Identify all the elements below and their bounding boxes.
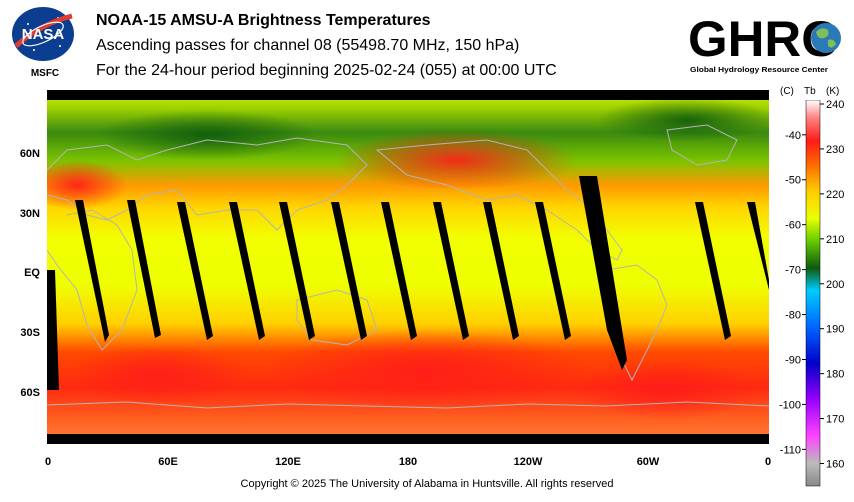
lat-label-60n: 60N: [19, 148, 40, 160]
lon-label-60e: 60E: [158, 456, 178, 468]
nasa-logo-text: NASA: [22, 26, 65, 43]
celsius-tick-label: -40: [785, 130, 801, 142]
temperature-colorbar: 240 230 220 210 200 190 180 170 160 -40 -50 -60 -70 -…: [779, 100, 844, 487]
lon-label-120w: 120W: [513, 456, 543, 468]
colorbar-header-kelvin: (K): [826, 86, 840, 97]
data-gaps: [47, 176, 769, 390]
lat-label-60s: 60S: [20, 387, 40, 399]
kelvin-tick-label: 230: [826, 144, 844, 156]
kelvin-tick-label: 160: [826, 459, 844, 471]
lon-label-180: 180: [398, 456, 418, 468]
kelvin-tick-label: 210: [826, 234, 844, 246]
sun-direction-arrow: ←: [404, 83, 420, 100]
kelvin-tick-label: 190: [826, 324, 844, 336]
celsius-tick-label: -80: [785, 310, 801, 322]
ghrc-logo: GHRC Global Hydrology Resource Center: [688, 11, 841, 74]
lon-label-120e: 120E: [275, 456, 301, 468]
kelvin-tick-label: 170: [826, 414, 844, 426]
lon-label-60w: 60W: [636, 456, 660, 468]
celsius-tick-label: -70: [785, 265, 801, 277]
lat-label-30n: 30N: [19, 208, 40, 220]
lon-label-0-end: 0: [764, 456, 772, 468]
period-label: For the 24-hour period beginning 2025-02…: [96, 62, 557, 79]
map-canvas: [47, 90, 769, 444]
celsius-tick-label: -50: [785, 175, 801, 187]
celsius-tick-label: -110: [780, 444, 801, 456]
kelvin-tick-label: 180: [826, 369, 844, 381]
copyright-notice: Copyright © 2025 The University of Alaba…: [240, 478, 614, 490]
page-title: NOAA-15 AMSU-A Brightness Temperatures: [96, 12, 431, 29]
ghrc-full-name: Global Hydrology Resource Center: [690, 67, 828, 74]
lat-label-eq: EQ: [24, 267, 40, 279]
celsius-tick-label: -90: [785, 354, 801, 366]
celsius-tick-label: -60: [785, 220, 801, 232]
kelvin-tick-label: 200: [826, 279, 844, 291]
nasa-meatball-icon: NASA: [12, 7, 74, 61]
page-subtitle: Ascending passes for channel 08 (55498.7…: [96, 37, 520, 54]
msfc-label: MSFC: [30, 68, 60, 79]
brightness-temperature-map: [47, 90, 769, 444]
colorbar-header-celsius: (C): [780, 86, 794, 97]
kelvin-tick-label: 220: [826, 189, 844, 201]
lat-label-30s: 30S: [20, 327, 40, 339]
colorbar-gradient: [805, 100, 821, 487]
kelvin-tick-label: 240: [826, 100, 844, 111]
globe-icon: [811, 23, 841, 53]
colorbar-header-tb: Tb: [804, 86, 816, 97]
celsius-tick-label: -100: [779, 399, 801, 411]
lon-label-0: 0: [44, 456, 52, 468]
